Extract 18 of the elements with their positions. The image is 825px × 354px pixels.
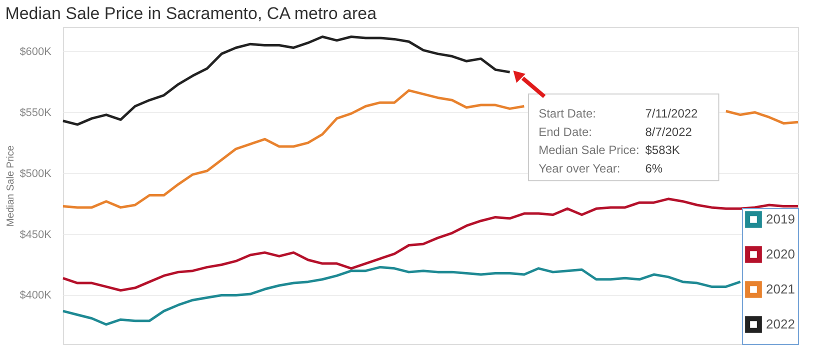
y-tick-label: $500K: [20, 168, 52, 180]
text: Start Date: 7/11/2022: [538, 106, 698, 121]
annotation: Median Sale Price: $583K: [538, 143, 680, 158]
text: End Date: 8/7/2022: [538, 124, 692, 139]
y-tick-label: $400K: [20, 290, 52, 302]
line-series: [62, 198, 800, 292]
legend-label: 2019: [766, 212, 795, 226]
y-tick-label: $450K: [20, 228, 52, 241]
chart-title: Median Sale Price in Sacramento, CA metro area: [5, 4, 378, 23]
text: Year over Year: 6%: [538, 161, 663, 176]
y-tick-label: $600K: [20, 46, 52, 58]
line-series: [62, 36, 512, 126]
legend-label: 2020: [766, 246, 795, 262]
legend-label: 2021: [766, 282, 795, 296]
y-axis-title: Median Sale Price: [6, 144, 17, 227]
legend-label: 2022: [766, 316, 795, 332]
y-tick-label: $550K: [20, 106, 52, 119]
line-series: [62, 266, 742, 326]
